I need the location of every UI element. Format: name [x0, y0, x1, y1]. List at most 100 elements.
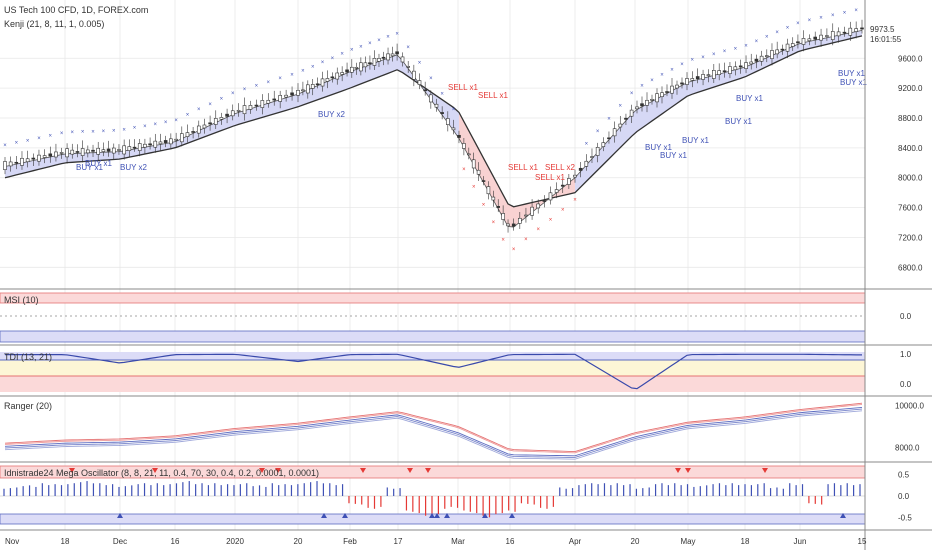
- time-axis[interactable]: Nov 18 Dec 16 2020 20 Feb 17 Mar 16 Apr 20 May 18 Jun 1…: [5, 537, 867, 546]
- candle-body: [701, 74, 705, 80]
- candle-body: [796, 41, 800, 44]
- tdi-panel[interactable]: [0, 352, 865, 392]
- signal-marker: ×: [49, 134, 53, 140]
- candle-body: [660, 92, 664, 98]
- price-tick-label: 9600.0: [898, 54, 923, 63]
- time-tick-label: 20: [631, 537, 640, 546]
- ranger-line: [4, 410, 863, 460]
- candle-body: [807, 38, 812, 42]
- sell-signal-label: SELL x1: [508, 163, 538, 172]
- signal-marker: ×: [723, 49, 727, 55]
- msi-title: MSI (10): [4, 295, 39, 305]
- candle-body: [315, 83, 320, 86]
- oscillator-bars: [3, 481, 861, 518]
- time-tick-label: 18: [741, 537, 750, 546]
- oscillator-buy-triangle: [434, 513, 440, 518]
- signal-marker: ×: [154, 122, 158, 128]
- candle-body: [573, 174, 577, 178]
- candle-body: [196, 125, 201, 134]
- candle-body: [749, 61, 754, 65]
- signal-marker: ×: [15, 141, 19, 147]
- kenji-band-fill-down: [458, 112, 575, 228]
- candle-body: [363, 62, 368, 68]
- signal-marker: ×: [573, 198, 577, 204]
- panel-titles: US Tech 100 CFD, 1D, FOREX.com Kenji (21…: [4, 5, 319, 478]
- candle-body: [645, 99, 649, 106]
- last-price-tag: 9973.5 16:01:55: [866, 22, 932, 44]
- signal-marker: ×: [680, 62, 684, 68]
- signal-marker: ×: [744, 43, 748, 49]
- kenji-band-fill-up-2: [575, 30, 862, 193]
- oscillator-tick-label: 0.5: [898, 471, 910, 480]
- time-tick-label: 16: [171, 537, 180, 546]
- candle-body: [481, 180, 486, 182]
- candle-body: [359, 62, 363, 72]
- ranger-panel[interactable]: [4, 402, 863, 460]
- signal-marker: ×: [3, 143, 7, 149]
- oscillator-title: Idnistrade24 Mega Oscillator (8, 8, 21, …: [4, 468, 319, 478]
- msi-panel[interactable]: [0, 292, 866, 343]
- signal-marker: ×: [755, 39, 759, 45]
- candle-body: [530, 206, 534, 216]
- candle-body: [754, 58, 759, 62]
- signal-marker: ×: [630, 91, 634, 97]
- signal-markers: × × × × × × × × × × × × × × × × × × × × × × × × × × × × × × × × × × × × × × × ×…: [3, 8, 858, 253]
- candle-body: [770, 50, 774, 59]
- signal-marker: ×: [290, 73, 294, 79]
- tdi-title: TDI (13, 21): [4, 352, 52, 362]
- time-tick-label: Jun: [794, 537, 807, 546]
- tdi-upper-zone: [0, 352, 865, 360]
- candle-body: [225, 113, 229, 117]
- candle-body: [601, 142, 606, 147]
- signal-marker: ×: [561, 207, 565, 213]
- candle-body: [31, 157, 36, 160]
- oscillator-buy-triangle: [429, 513, 435, 518]
- signal-marker: ×: [596, 129, 600, 135]
- candle-body: [650, 98, 654, 101]
- price-axis[interactable]: 6800.0 7200.0 7600.0 8000.0 8400.0 8800.0 9200…: [895, 54, 924, 522]
- buy-signal-label: BUY x2: [120, 163, 148, 172]
- countdown-timer: 16:01:55: [870, 35, 902, 44]
- candle-body: [842, 31, 847, 34]
- signal-marker: ×: [452, 107, 456, 113]
- candle-body: [345, 69, 349, 73]
- price-panel[interactable]: × × × × × × × × × × × × × × × × × × × × × × × × × × × × × × × × × × × × × × × ×…: [3, 8, 868, 253]
- candle-body: [48, 153, 53, 157]
- signal-marker: ×: [734, 46, 738, 52]
- candle-body: [390, 53, 395, 57]
- candle-body: [618, 123, 623, 128]
- signal-marker: ×: [37, 136, 41, 142]
- signal-marker: ×: [71, 130, 75, 136]
- candle-body: [717, 70, 721, 75]
- candle-body: [169, 138, 173, 145]
- signal-marker: ×: [60, 131, 64, 137]
- candle-body: [451, 127, 456, 131]
- msi-upper-zone: [0, 292, 866, 304]
- signal-marker: ×: [524, 237, 528, 243]
- candlesticks: [3, 19, 864, 233]
- candle-body: [306, 84, 310, 94]
- signal-marker: ×: [208, 102, 212, 108]
- oscillator-panel[interactable]: [0, 465, 866, 525]
- time-tick-label: Apr: [569, 537, 582, 546]
- signal-marker: ×: [231, 91, 235, 97]
- price-tick-label: 9200.0: [898, 84, 923, 93]
- candle-body: [310, 84, 315, 89]
- signal-marker: ×: [102, 129, 106, 135]
- candle-body: [301, 89, 305, 92]
- oscillator-sell-triangle: [259, 468, 265, 473]
- candle-body: [137, 143, 142, 151]
- oscillator-sell-triangle: [425, 468, 431, 473]
- candle-body: [554, 189, 559, 193]
- oscillator-buy-triangle: [840, 513, 846, 518]
- oscillator-buy-triangle: [342, 513, 348, 518]
- signal-marker: ×: [691, 58, 695, 64]
- candle-body: [386, 53, 390, 61]
- indicator-title: Kenji (21, 8, 11, 1, 0.005): [4, 19, 104, 29]
- oscillator-tick-label: -0.5: [898, 513, 912, 522]
- candle-body: [728, 66, 732, 74]
- sell-signal-label: SELL x2: [545, 163, 575, 172]
- signal-marker: ×: [321, 60, 325, 66]
- candle-body: [213, 118, 218, 125]
